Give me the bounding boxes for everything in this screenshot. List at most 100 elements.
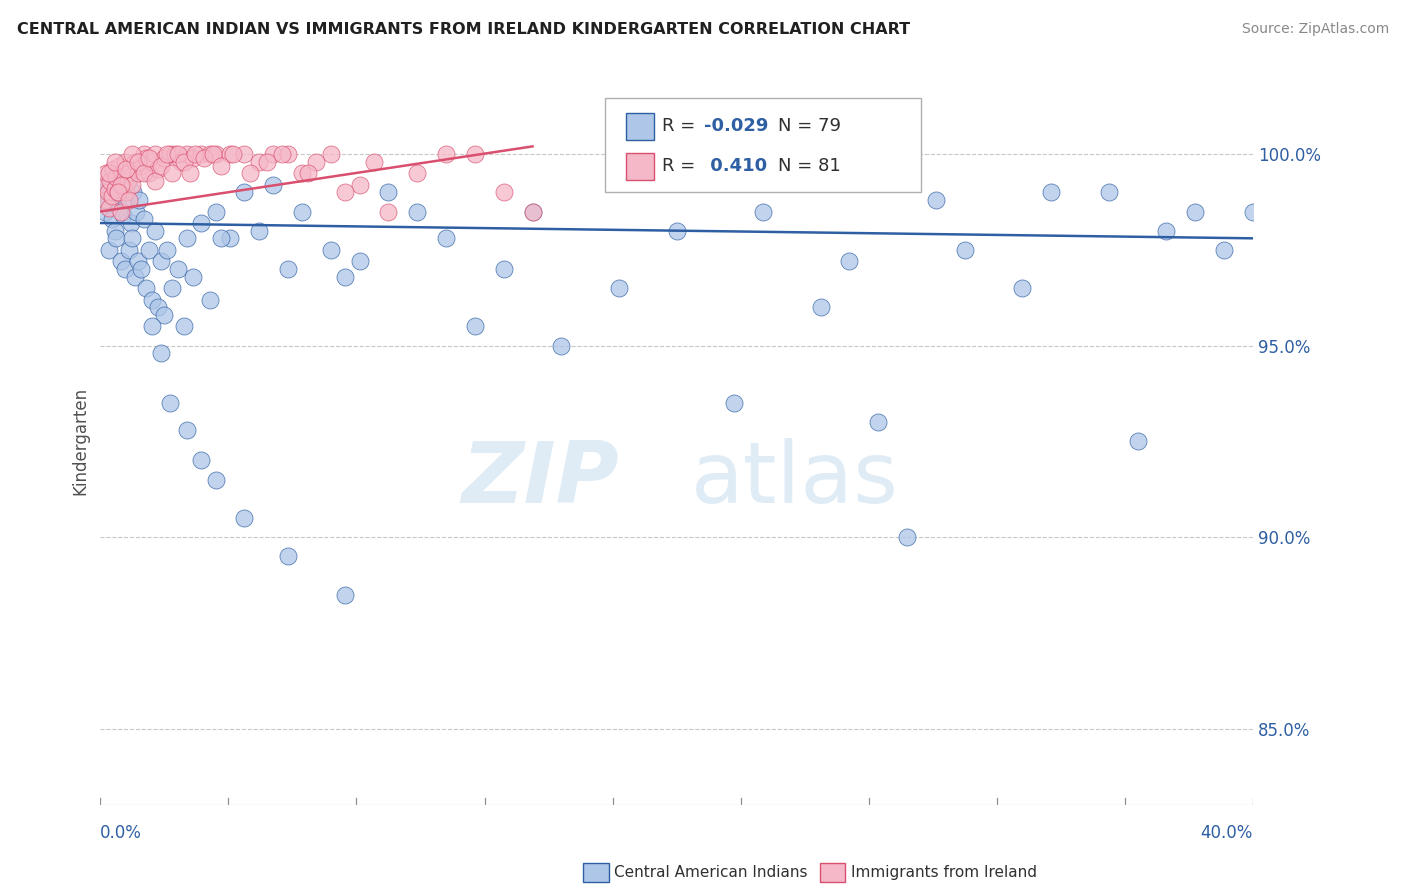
Point: [162, 281, 184, 295]
Point: [149, 159, 172, 173]
Point: [152, 151, 174, 165]
Point: [1184, 204, 1206, 219]
Point: [138, 151, 160, 165]
Point: [121, 231, 143, 245]
Y-axis label: Kindergarten: Kindergarten: [72, 387, 89, 495]
Point: [122, 186, 145, 200]
Point: [176, 423, 198, 437]
Point: [93, 204, 115, 219]
Point: [162, 166, 184, 180]
Point: [607, 281, 630, 295]
Point: [104, 224, 127, 238]
Text: Immigrants from Ireland: Immigrants from Ireland: [851, 865, 1036, 880]
Point: [868, 415, 890, 429]
Point: [406, 166, 429, 180]
Point: [810, 300, 832, 314]
Point: [112, 208, 135, 222]
Point: [176, 231, 198, 245]
Text: CENTRAL AMERICAN INDIAN VS IMMIGRANTS FROM IRELAND KINDERGARTEN CORRELATION CHAR: CENTRAL AMERICAN INDIAN VS IMMIGRANTS FR…: [17, 22, 910, 37]
Point: [247, 154, 270, 169]
Point: [277, 549, 299, 564]
Point: [291, 204, 314, 219]
Point: [492, 262, 515, 277]
Point: [184, 147, 207, 161]
Point: [176, 147, 198, 161]
Point: [406, 204, 429, 219]
Point: [262, 178, 284, 192]
Point: [146, 162, 169, 177]
Point: [233, 186, 256, 200]
Point: [146, 300, 169, 314]
Point: [1098, 186, 1121, 200]
Point: [91, 178, 114, 192]
Point: [96, 186, 118, 200]
Point: [98, 166, 121, 180]
Point: [115, 162, 138, 177]
Point: [103, 166, 125, 180]
Text: R =: R =: [662, 118, 702, 136]
Point: [124, 269, 146, 284]
Point: [111, 166, 134, 180]
Point: [335, 269, 357, 284]
Point: [190, 147, 212, 161]
Point: [156, 243, 179, 257]
Point: [132, 212, 155, 227]
Point: [173, 154, 195, 169]
Point: [127, 154, 149, 169]
Point: [190, 453, 212, 467]
Point: [190, 216, 212, 230]
Point: [143, 224, 166, 238]
Point: [117, 174, 139, 188]
Point: [149, 254, 172, 268]
Point: [363, 154, 385, 169]
Point: [277, 262, 299, 277]
Point: [118, 243, 141, 257]
Point: [193, 151, 215, 165]
Point: [179, 166, 201, 180]
Text: 0.410: 0.410: [704, 157, 768, 175]
Point: [270, 147, 292, 161]
Point: [256, 154, 278, 169]
Point: [110, 178, 132, 192]
Point: [209, 231, 232, 245]
Point: [953, 243, 976, 257]
Point: [124, 154, 146, 169]
Point: [522, 204, 544, 219]
Point: [125, 204, 148, 219]
Point: [550, 338, 572, 352]
Point: [110, 254, 132, 268]
Point: [93, 193, 115, 207]
Point: [159, 396, 181, 410]
Point: [105, 231, 128, 245]
Point: [198, 293, 221, 307]
Point: [219, 147, 242, 161]
Point: [1156, 224, 1178, 238]
Point: [204, 204, 226, 219]
Point: [167, 262, 190, 277]
Point: [101, 212, 124, 227]
Point: [173, 319, 195, 334]
Point: [105, 169, 128, 184]
Point: [104, 154, 127, 169]
Point: [115, 193, 138, 207]
Point: [723, 396, 745, 410]
Point: [297, 166, 319, 180]
Point: [377, 204, 399, 219]
Point: [1241, 204, 1264, 219]
Point: [665, 224, 688, 238]
Point: [121, 147, 143, 161]
Point: [107, 186, 129, 200]
Point: [114, 154, 136, 169]
Point: [135, 281, 157, 295]
Text: R =: R =: [662, 157, 702, 175]
Point: [377, 186, 399, 200]
Point: [141, 154, 163, 169]
Text: atlas: atlas: [690, 438, 898, 521]
Point: [896, 530, 918, 544]
Point: [209, 159, 232, 173]
Point: [129, 159, 152, 173]
Point: [349, 178, 371, 192]
Point: [335, 588, 357, 602]
Point: [464, 147, 486, 161]
Point: [112, 178, 135, 192]
